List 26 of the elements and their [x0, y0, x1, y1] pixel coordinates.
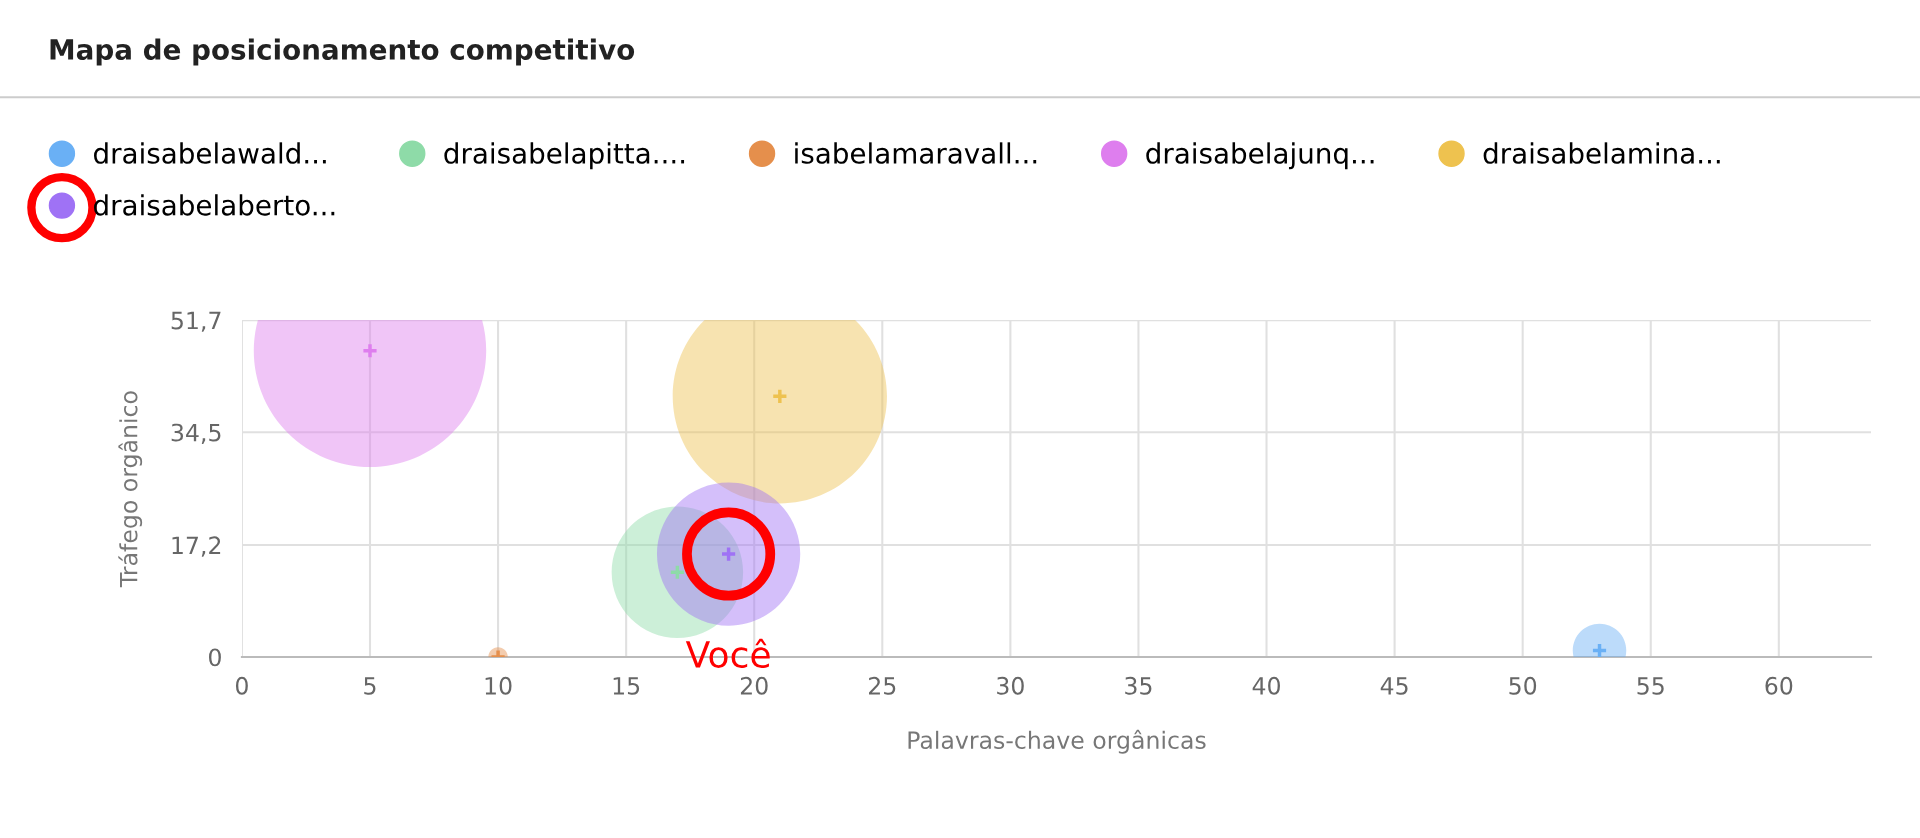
x-tick-label: 20 [740, 676, 768, 695]
legend-label: draisabelawald... [94, 142, 326, 164]
x-tick-label: 35 [1125, 676, 1152, 695]
annotation: Você [685, 638, 770, 669]
x-tick-label: 15 [613, 677, 640, 695]
y-tick-label: 51,7 [171, 311, 221, 332]
legend-label: draisabelapitta.... [444, 142, 685, 170]
y-tick-label: 17,2 [172, 536, 221, 557]
legend-label: draisabelamina... [1483, 142, 1720, 164]
x-tick-label: 45 [1380, 677, 1408, 695]
chart-title: Mapa de posicionamento competitivo [50, 38, 635, 66]
x-tick-label: 50 [1509, 676, 1537, 695]
x-tick-label: 25 [869, 676, 896, 695]
y-tick-label: 0 [209, 648, 221, 667]
x-tick-label: 30 [997, 676, 1024, 695]
x-tick-label: 10 [485, 676, 512, 695]
x-tick-label: 40 [1252, 676, 1280, 695]
x-tick-label: 55 [1637, 677, 1664, 695]
legend-label: draisabelajunq... [1146, 142, 1374, 170]
x-tick-label: 60 [1765, 676, 1793, 695]
legend-label: isabelamaravall... [795, 142, 1037, 164]
y-axis-title: Tráfego orgânico [118, 391, 143, 588]
x-tick-label: 0 [235, 676, 248, 695]
x-axis-title: Palavras-chave orgânicas [908, 729, 1206, 754]
y-tick-label: 34,5 [171, 423, 221, 444]
x-tick-label: 5 [364, 677, 376, 695]
